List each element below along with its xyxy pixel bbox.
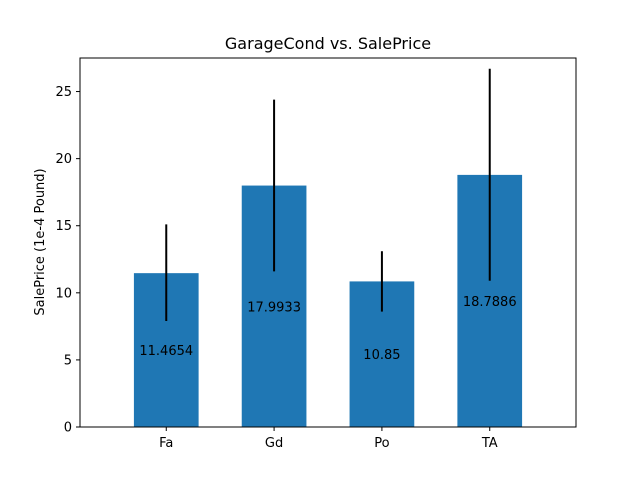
data-label-gd: 17.9933 [247,300,301,315]
x-tick-label-fa: Fa [159,436,173,451]
data-label-ta: 18.7886 [463,295,517,310]
y-axis: 0 5 10 15 20 25 [55,85,80,436]
y-tick-label-25: 25 [55,85,72,100]
y-tick-label-10: 10 [55,286,72,301]
data-label-fa: 11.4654 [139,344,193,359]
data-label-po: 10.85 [363,348,400,363]
data-labels-layer: 11.4654 17.9933 10.85 18.7886 [139,295,516,363]
x-tick-label-po: Po [374,436,389,451]
chart-title: GarageCond vs. SalePrice [225,34,431,53]
error-bars-layer [165,68,491,321]
x-axis: Fa Gd Po TA [159,427,498,451]
x-tick-label-ta: TA [481,436,498,451]
x-tick-label-gd: Gd [265,436,283,451]
y-tick-label-15: 15 [55,219,72,234]
y-axis-label: SalePrice (1e-4 Pound) [33,168,48,315]
y-tick-label-0: 0 [64,421,72,436]
y-tick-label-5: 5 [64,353,72,368]
y-tick-label-20: 20 [55,152,72,167]
plot-frame [79,57,577,428]
